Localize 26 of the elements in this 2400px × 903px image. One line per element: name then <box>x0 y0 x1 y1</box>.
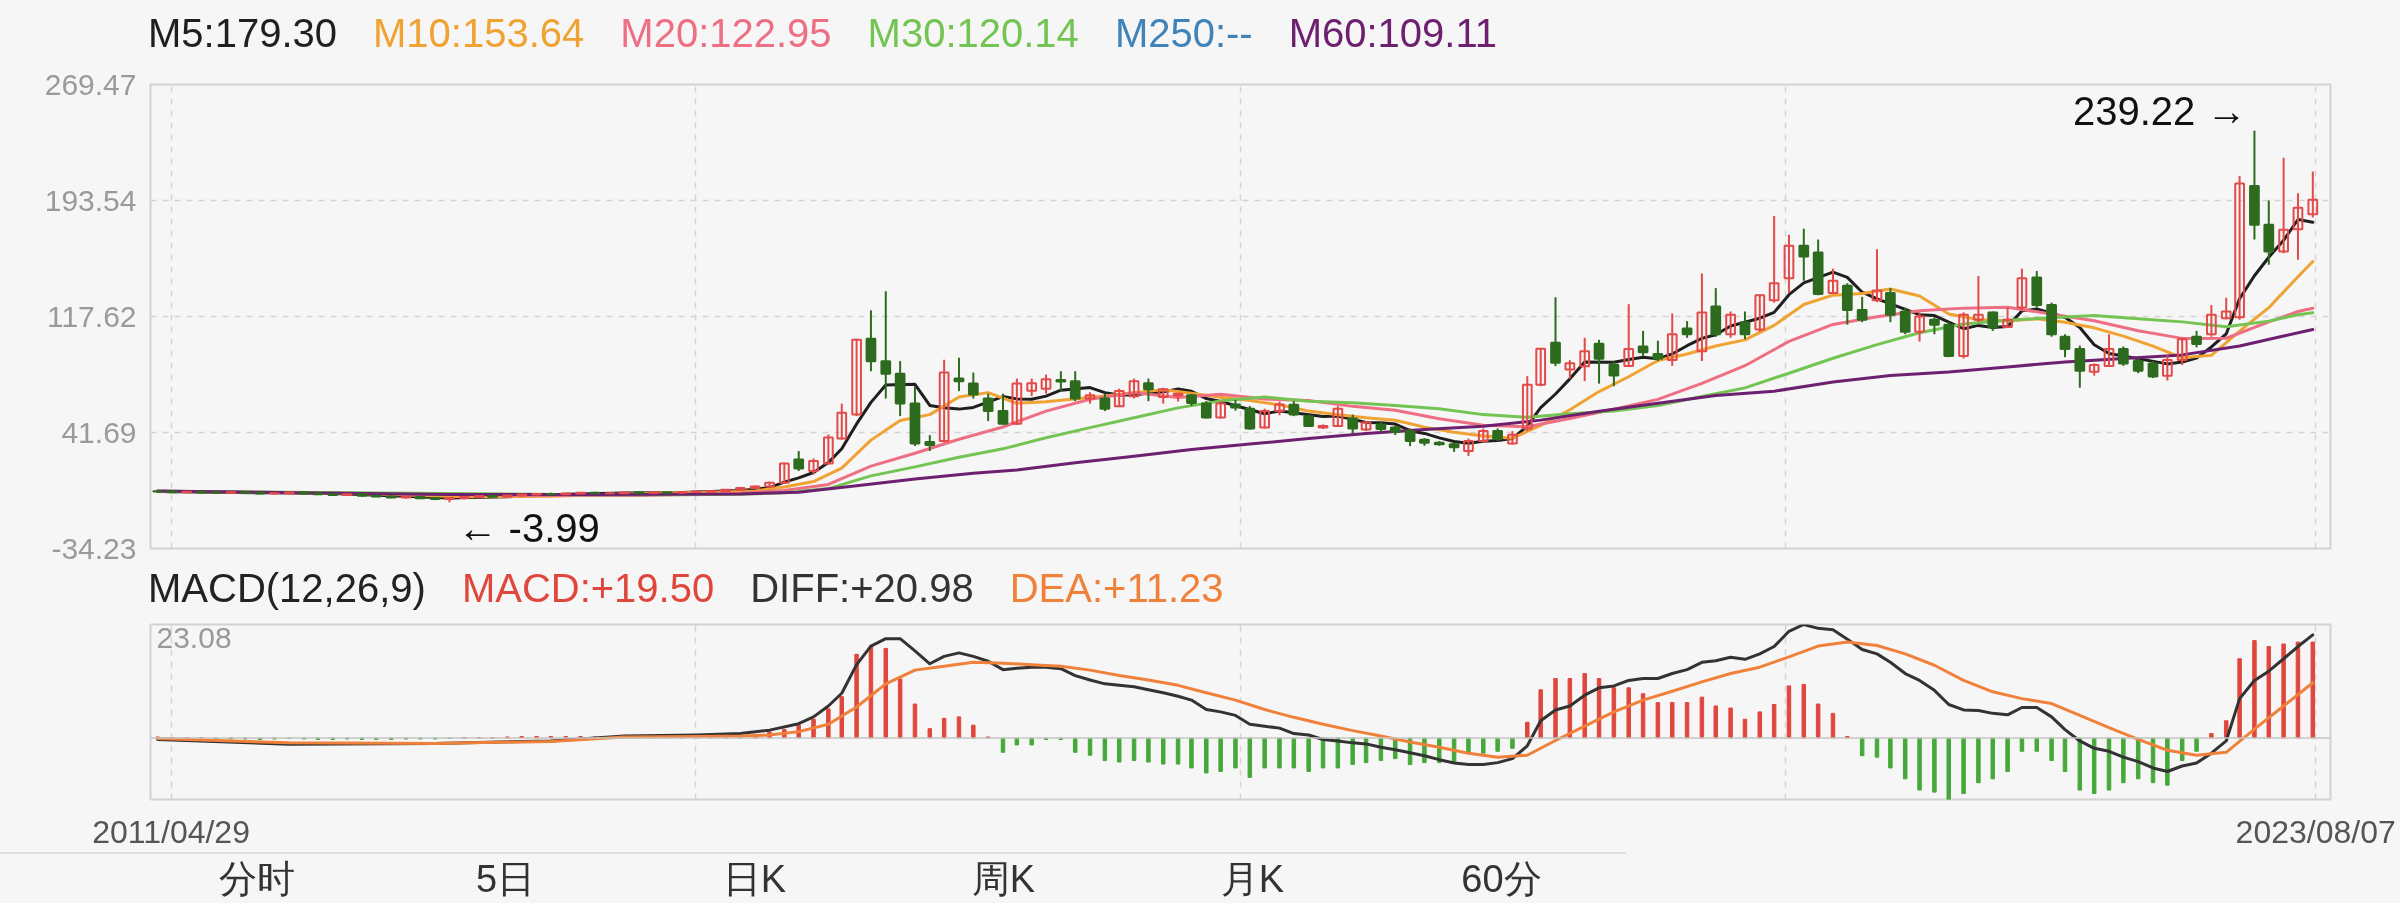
text: 60分 <box>1460 857 1543 902</box>
text: 5日 <box>474 857 537 902</box>
y-tick-label: 193.54 <box>44 183 137 217</box>
text: MACD:+19.50 <box>461 566 715 610</box>
y-tick-label: 41.69 <box>61 415 137 449</box>
series-label: DEA:+11.23 <box>1009 566 1224 610</box>
text: M60:109.11 <box>1288 11 1497 55</box>
x-tick-label: 2011/04/29 <box>92 813 250 850</box>
legend-label: M250:-- <box>1114 11 1253 55</box>
annotation: 239.22 → <box>2072 88 2247 133</box>
text: 月K <box>1219 857 1286 902</box>
y-tick-label: 269.47 <box>44 67 137 101</box>
text: M20:122.95 <box>620 11 832 55</box>
x-tick-label: 2023/08/07 <box>2235 813 2396 850</box>
text: 周K <box>970 857 1037 902</box>
annotation: ← -3.99 <box>457 506 600 551</box>
text: 日K <box>721 857 788 902</box>
y-tick-label: -34.23 <box>51 531 137 565</box>
text: M5:179.30 <box>148 11 338 55</box>
y-tick-label: 117.62 <box>46 299 137 333</box>
annotation: 23.08 <box>156 621 232 655</box>
text: M30:120.14 <box>867 11 1079 55</box>
text: M10:153.64 <box>373 11 585 55</box>
series-label: DIFF:+20.98 <box>750 566 974 610</box>
chart-title: MACD(12,26,9) <box>148 566 426 610</box>
text: 分时 <box>217 857 296 902</box>
